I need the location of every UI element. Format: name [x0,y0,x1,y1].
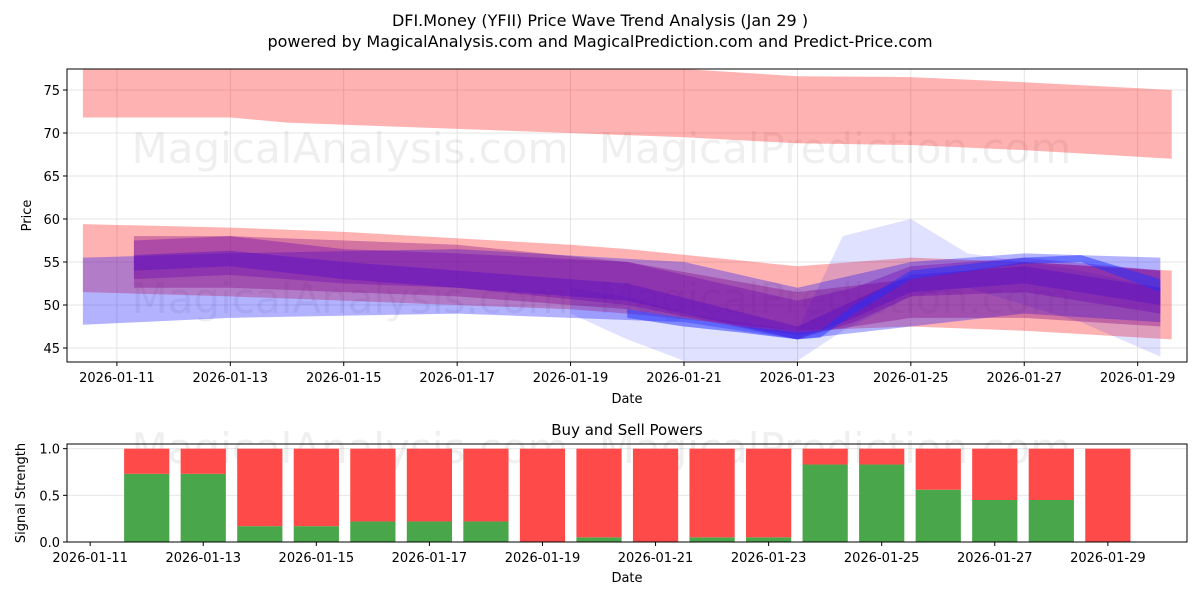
x-tick-label: 2026-01-19 [505,551,581,566]
purple-band-1 [133,236,1161,336]
buy-bar [859,464,905,542]
buy-bar [463,521,509,542]
y-axis-label: Price [20,200,35,232]
y-axis-label: Signal Strength [14,443,29,543]
buy-bar [350,521,396,542]
sell-bar [293,448,339,527]
sell-bar [350,448,396,522]
y-tick-label: 70 [43,127,60,142]
sell-bar [237,448,283,527]
buy-bar [180,473,226,542]
purple-band-2 [133,236,1161,340]
x-tick-label: 2026-01-13 [165,551,241,566]
y-tick-label: 0.0 [39,536,60,551]
y-tick-label: 45 [43,342,60,357]
chart-title: Buy and Sell Powers [551,421,703,439]
y-tick-label: 55 [43,256,60,271]
buy-bar [915,489,961,542]
sell-bar [746,448,792,538]
title-line-1: DFI.Money (YFII) Price Wave Trend Analys… [392,11,808,30]
buy-bar [124,473,170,542]
sell-bar [1028,448,1074,500]
buy-bar [237,526,283,542]
sell-bar [576,448,622,538]
watermark: MagicalAnalysis.com [132,124,569,173]
x-axis-label: Date [611,392,642,407]
sell-bar [180,448,226,474]
y-tick-label: 60 [43,213,60,228]
x-tick-label: 2026-01-25 [844,551,920,566]
x-tick-label: 2026-01-21 [646,371,722,386]
blue-line-band [627,255,1161,340]
x-tick-label: 2026-01-25 [873,371,949,386]
buy-bar [689,537,735,542]
bands-group [82,69,1172,361]
x-tick-label: 2026-01-29 [1100,371,1176,386]
sell-bar [859,448,905,465]
watermark: MagicalAnalysis.com [132,274,569,323]
sell-bar [689,448,735,538]
sell-bar [915,448,961,490]
buy-bar [802,464,848,542]
watermark: MagicalPrediction.com [599,274,1072,323]
x-tick-label: 2026-01-15 [279,551,355,566]
buy-bar [293,526,339,542]
x-tick-label: 2026-01-11 [79,371,155,386]
x-tick-label: 2026-01-17 [392,551,468,566]
buy-bar [576,537,622,542]
x-tick-label: 2026-01-27 [957,551,1033,566]
y-tick-label: 50 [43,299,60,314]
x-tick-label: 2026-01-15 [306,371,382,386]
sell-bar [972,448,1018,500]
price-chart: MagicalAnalysis.com MagicalPrediction.com… [20,68,1188,407]
x-tick-label: 2026-01-17 [419,371,495,386]
y-tick-label: 0.5 [39,489,60,504]
x-tick-label: 2026-01-13 [193,371,269,386]
sell-bar [632,448,679,542]
sell-bar [124,448,170,474]
sell-bar [1085,448,1131,542]
buy-bar [406,521,453,542]
buy-bar [746,537,792,542]
title-line-2: powered by MagicalAnalysis.com and Magic… [267,32,932,51]
x-tick-label: 2026-01-19 [533,371,609,386]
sell-bar [406,448,453,522]
x-tick-label: 2026-01-23 [731,551,807,566]
x-tick-label: 2026-01-29 [1070,551,1146,566]
x-tick-label: 2026-01-27 [986,371,1062,386]
y-tick-label: 1.0 [39,443,60,458]
lower-red-band [82,224,1172,340]
axes-frame [66,443,1188,543]
buy-bar [1028,500,1074,542]
y-tick-label: 75 [43,84,60,99]
sell-bar [463,448,509,522]
y-tick-label: 65 [43,170,60,185]
buy-bar [972,500,1018,542]
sell-bar [519,448,566,542]
watermark: MagicalPrediction.com [599,124,1072,173]
blue-band [82,249,1161,340]
x-axis-label: Date [611,571,642,586]
axes-frame [66,68,1188,363]
x-tick-label: 2026-01-21 [618,551,694,566]
purple-core-band [133,250,1161,340]
upper-red-band [82,69,1172,159]
sell-bar [802,448,848,465]
x-tick-label: 2026-01-23 [760,371,836,386]
x-tick-label: 2026-01-11 [52,551,128,566]
